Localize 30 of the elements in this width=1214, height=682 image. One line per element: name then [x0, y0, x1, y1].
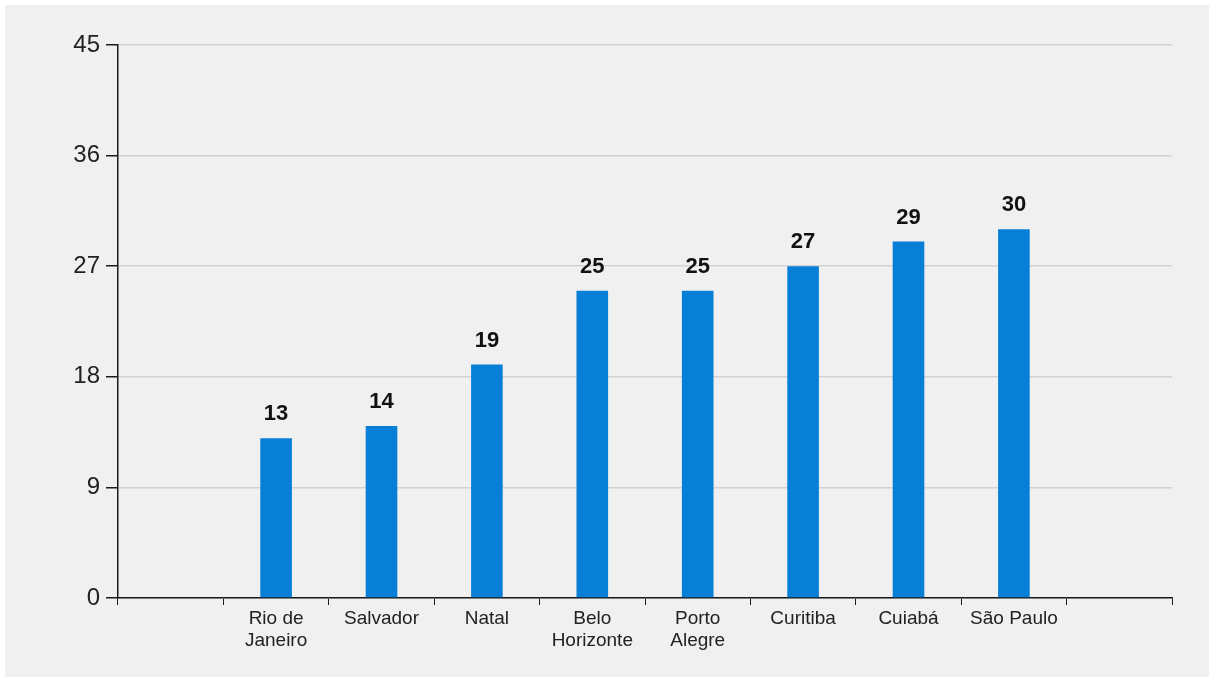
data-label: 13	[263, 400, 289, 426]
bar	[787, 266, 819, 598]
y-tick-label: 18	[73, 361, 100, 389]
y-tick-label: 27	[73, 250, 100, 278]
x-tick-label: Rio de Janeiro	[244, 607, 308, 651]
data-label: 14	[369, 387, 395, 413]
y-tick-label: 36	[73, 140, 100, 168]
x-tick-label: Curitiba	[770, 607, 837, 629]
bar	[892, 241, 925, 598]
y-tick-label: 0	[86, 582, 100, 610]
data-label: 29	[896, 203, 921, 229]
y-tick-label: 9	[86, 472, 100, 500]
bar	[260, 438, 292, 598]
bar	[681, 290, 714, 598]
x-tick-label: Porto Alegre	[670, 607, 726, 651]
bar	[471, 364, 503, 598]
x-tick-label: Cuiabá	[878, 607, 940, 629]
data-label: 25	[685, 252, 710, 278]
x-tick-label: São Paulo	[970, 607, 1058, 629]
x-tick-label: Salvador	[344, 607, 420, 629]
x-tick-label: Belo Horizonte	[551, 607, 633, 651]
bar	[365, 425, 398, 598]
data-label: 19	[474, 326, 500, 352]
bar	[998, 229, 1030, 598]
bar	[576, 290, 609, 598]
y-tick-label: 45	[73, 29, 100, 57]
data-label: 30	[1001, 191, 1027, 217]
x-tick-label: Natal	[464, 607, 510, 629]
data-label: 27	[790, 228, 816, 254]
data-label: 25	[580, 252, 605, 278]
